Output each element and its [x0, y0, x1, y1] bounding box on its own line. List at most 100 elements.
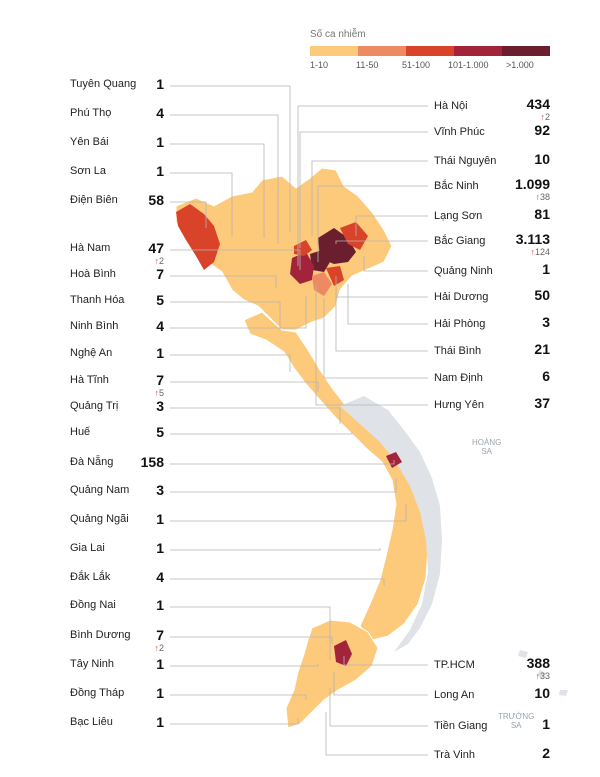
leader-line	[170, 85, 291, 232]
right-province-row: Nam Định 6	[434, 368, 550, 390]
case-count: 3	[156, 482, 164, 498]
leader-line	[317, 185, 428, 262]
left-province-row: Phú Thọ 4	[70, 105, 164, 127]
up-arrow-icon: ↑	[154, 643, 159, 653]
province-name: Ninh Bình	[70, 320, 119, 332]
new-case-delta: ↑2	[540, 112, 550, 122]
case-count: 3.113	[515, 231, 550, 247]
leader-line	[311, 160, 428, 236]
province-name: Hải Dương	[434, 291, 489, 303]
province-name: Thái Bình	[434, 345, 482, 357]
province-name: Vĩnh Phúc	[434, 126, 485, 138]
hoang-sa-label: HOÀNG SA	[472, 438, 501, 456]
province-name: Long An	[434, 689, 475, 701]
leader-line	[170, 606, 331, 660]
province-name: Đồng Nai	[70, 599, 116, 611]
up-arrow-icon: ↑	[540, 112, 545, 122]
legend-color-bar	[310, 46, 550, 56]
right-province-row: Tiền Giang 1	[434, 716, 550, 738]
right-province-row: Thái Bình 21	[434, 341, 550, 363]
case-count: 92	[534, 122, 550, 138]
leader-line	[170, 548, 381, 551]
leader-line	[170, 381, 319, 392]
province-name: Gia Lai	[70, 542, 105, 554]
leader-line	[170, 114, 279, 244]
new-case-delta: ↑2	[154, 256, 164, 266]
case-count: 1	[156, 714, 164, 730]
leader-line	[347, 284, 428, 325]
truong-sa-line-1: TRƯỜNG	[498, 712, 535, 721]
leader-line	[323, 298, 428, 379]
right-province-row: Bắc Ninh 1.099 ↑38	[434, 176, 550, 202]
province-name: Hưng Yên	[434, 399, 484, 411]
hoang-sa-line-2: SA	[481, 447, 492, 456]
map-hai-duong	[326, 266, 344, 286]
case-count: 1	[542, 261, 550, 277]
province-name: Hà Nội	[434, 100, 468, 112]
leader-line	[170, 249, 301, 270]
delta-value: 2	[544, 112, 550, 122]
province-name: Quảng Ninh	[434, 265, 493, 277]
left-province-row: Đắk Lắk 4	[70, 569, 164, 591]
province-name: Thanh Hóa	[70, 294, 125, 306]
leader-line	[335, 292, 428, 352]
legend-label-5: >1.000	[506, 60, 534, 70]
left-province-row: Thanh Hóa 5	[70, 292, 164, 314]
province-name: Nghệ An	[70, 347, 113, 359]
case-count: 58	[148, 192, 164, 208]
delta-value: 124	[534, 247, 550, 257]
legend-swatch-5	[502, 46, 550, 56]
province-name: Đà Nẵng	[70, 456, 114, 468]
case-count: 7	[156, 372, 164, 388]
case-count: 10	[534, 151, 550, 167]
up-arrow-icon: ↑	[154, 256, 159, 266]
left-province-row: Huế 5	[70, 424, 164, 446]
new-case-delta: ↑5	[154, 388, 164, 398]
leader-lines	[170, 85, 428, 756]
map-tp-hcm	[334, 640, 352, 666]
left-province-row: Tây Ninh 1	[70, 656, 164, 678]
leader-line	[170, 201, 207, 228]
right-province-row: Hà Nội 434 ↑2	[434, 96, 550, 122]
left-province-row: Hoà Bình 7	[70, 266, 164, 288]
leader-line	[170, 504, 407, 522]
up-arrow-icon: ↑	[154, 388, 159, 398]
leader-line	[335, 240, 428, 244]
left-province-row: Gia Lai 1	[70, 540, 164, 562]
left-province-row: Đồng Nai 1	[70, 597, 164, 619]
case-count: 5	[156, 424, 164, 440]
map-land	[175, 167, 568, 729]
province-name: Bắc Ninh	[434, 180, 479, 192]
province-name: Hoà Bình	[70, 268, 116, 280]
case-count: 1	[156, 656, 164, 672]
left-province-row: Bạc Liêu 1	[70, 714, 164, 736]
case-count: 434	[526, 96, 550, 112]
leader-line	[325, 712, 428, 756]
delta-value: 2	[158, 256, 164, 266]
case-count: 1	[156, 511, 164, 527]
legend-swatch-3	[406, 46, 454, 56]
leader-line	[329, 688, 428, 727]
case-count: 4	[156, 569, 164, 585]
leader-line	[315, 284, 428, 406]
legend-title: Số ca nhiễm	[310, 29, 366, 40]
legend-swatch-2	[358, 46, 406, 56]
map-north-region	[175, 167, 393, 331]
case-count: 3	[156, 398, 164, 414]
province-name: Đồng Tháp	[70, 687, 125, 699]
case-count: 1	[156, 163, 164, 179]
case-count: 7	[156, 266, 164, 282]
province-name: Bắc Giang	[434, 235, 486, 247]
case-count: 158	[140, 454, 164, 470]
map-ha-noi	[290, 252, 314, 284]
province-name: Quảng Ngãi	[70, 513, 129, 525]
leader-line	[170, 354, 291, 372]
leader-line	[170, 578, 385, 586]
left-province-row: Sơn La 1	[70, 163, 164, 185]
legend-swatch-4	[454, 46, 502, 56]
leader-line	[363, 256, 428, 272]
left-province-row: Tuyên Quang 1	[70, 76, 164, 98]
right-province-row: Lạng Sơn 81	[434, 206, 550, 228]
leader-line	[343, 656, 428, 666]
